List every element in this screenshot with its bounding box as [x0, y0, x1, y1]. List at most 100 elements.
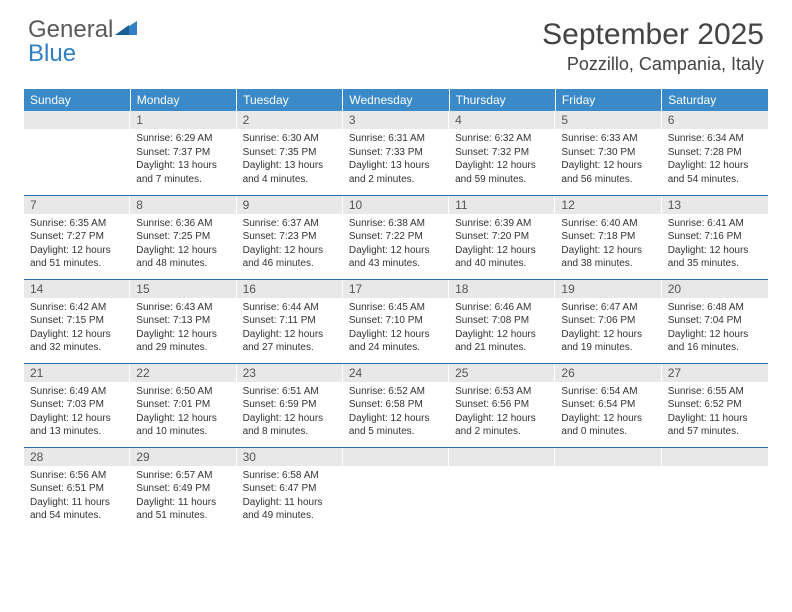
- day-cell: 26Sunrise: 6:54 AMSunset: 6:54 PMDayligh…: [555, 363, 661, 447]
- daylight-line: Daylight: 11 hours and 54 minutes.: [30, 496, 124, 523]
- day-number: 15: [130, 280, 236, 298]
- sunrise-line: Sunrise: 6:46 AM: [455, 301, 549, 315]
- day-body: Sunrise: 6:30 AMSunset: 7:35 PMDaylight:…: [237, 129, 343, 190]
- weekday-header: Friday: [555, 89, 661, 111]
- weekday-header: Tuesday: [237, 89, 343, 111]
- day-cell: 1Sunrise: 6:29 AMSunset: 7:37 PMDaylight…: [130, 111, 236, 195]
- daylight-line: Daylight: 12 hours and 51 minutes.: [30, 244, 124, 271]
- day-body: Sunrise: 6:55 AMSunset: 6:52 PMDaylight:…: [662, 382, 768, 443]
- daylight-line: Daylight: 12 hours and 13 minutes.: [30, 412, 124, 439]
- day-cell: 18Sunrise: 6:46 AMSunset: 7:08 PMDayligh…: [449, 279, 555, 363]
- day-number: 21: [24, 364, 130, 382]
- sunset-line: Sunset: 7:10 PM: [349, 314, 443, 328]
- day-number: 5: [555, 111, 661, 129]
- sunset-line: Sunset: 7:35 PM: [243, 146, 337, 160]
- calendar-row: 28Sunrise: 6:56 AMSunset: 6:51 PMDayligh…: [24, 447, 768, 531]
- day-number: 30: [237, 448, 343, 466]
- sunrise-line: Sunrise: 6:45 AM: [349, 301, 443, 315]
- daylight-line: Daylight: 12 hours and 40 minutes.: [455, 244, 549, 271]
- weekday-header: Sunday: [24, 89, 130, 111]
- calendar-table: SundayMondayTuesdayWednesdayThursdayFrid…: [24, 89, 768, 531]
- day-body: Sunrise: 6:51 AMSunset: 6:59 PMDaylight:…: [237, 382, 343, 443]
- day-cell: 2Sunrise: 6:30 AMSunset: 7:35 PMDaylight…: [237, 111, 343, 195]
- sunrise-line: Sunrise: 6:53 AM: [455, 385, 549, 399]
- daylight-line: Daylight: 13 hours and 2 minutes.: [349, 159, 443, 186]
- sunrise-line: Sunrise: 6:34 AM: [668, 132, 762, 146]
- sunrise-line: Sunrise: 6:39 AM: [455, 217, 549, 231]
- sunset-line: Sunset: 7:13 PM: [136, 314, 230, 328]
- day-number: 12: [555, 196, 661, 214]
- daylight-line: Daylight: 12 hours and 56 minutes.: [561, 159, 655, 186]
- day-cell: 22Sunrise: 6:50 AMSunset: 7:01 PMDayligh…: [130, 363, 236, 447]
- daylight-line: Daylight: 12 hours and 27 minutes.: [243, 328, 337, 355]
- daylight-line: Daylight: 11 hours and 57 minutes.: [668, 412, 762, 439]
- day-number: 8: [130, 196, 236, 214]
- day-number: 7: [24, 196, 130, 214]
- weekday-header-row: SundayMondayTuesdayWednesdayThursdayFrid…: [24, 89, 768, 111]
- sunset-line: Sunset: 7:04 PM: [668, 314, 762, 328]
- sunset-line: Sunset: 6:59 PM: [243, 398, 337, 412]
- day-body: Sunrise: 6:54 AMSunset: 6:54 PMDaylight:…: [555, 382, 661, 443]
- sunrise-line: Sunrise: 6:30 AM: [243, 132, 337, 146]
- brand-logo: General Blue: [28, 18, 137, 66]
- month-title: September 2025: [542, 18, 764, 52]
- day-body: Sunrise: 6:29 AMSunset: 7:37 PMDaylight:…: [130, 129, 236, 190]
- day-body: Sunrise: 6:36 AMSunset: 7:25 PMDaylight:…: [130, 214, 236, 275]
- daylight-line: Daylight: 12 hours and 35 minutes.: [668, 244, 762, 271]
- day-number: 27: [662, 364, 768, 382]
- sunrise-line: Sunrise: 6:58 AM: [243, 469, 337, 483]
- daylight-line: Daylight: 12 hours and 0 minutes.: [561, 412, 655, 439]
- day-cell: 19Sunrise: 6:47 AMSunset: 7:06 PMDayligh…: [555, 279, 661, 363]
- sunrise-line: Sunrise: 6:50 AM: [136, 385, 230, 399]
- day-number: [662, 448, 768, 466]
- day-cell: 7Sunrise: 6:35 AMSunset: 7:27 PMDaylight…: [24, 195, 130, 279]
- sunset-line: Sunset: 6:56 PM: [455, 398, 549, 412]
- daylight-line: Daylight: 11 hours and 51 minutes.: [136, 496, 230, 523]
- sunset-line: Sunset: 7:23 PM: [243, 230, 337, 244]
- sunrise-line: Sunrise: 6:54 AM: [561, 385, 655, 399]
- daylight-line: Daylight: 12 hours and 5 minutes.: [349, 412, 443, 439]
- day-number: 25: [449, 364, 555, 382]
- empty-cell: [24, 111, 130, 195]
- day-cell: 12Sunrise: 6:40 AMSunset: 7:18 PMDayligh…: [555, 195, 661, 279]
- day-number: [449, 448, 555, 466]
- weekday-header: Thursday: [449, 89, 555, 111]
- day-body: Sunrise: 6:56 AMSunset: 6:51 PMDaylight:…: [24, 466, 130, 527]
- sunset-line: Sunset: 7:22 PM: [349, 230, 443, 244]
- sunrise-line: Sunrise: 6:42 AM: [30, 301, 124, 315]
- daylight-line: Daylight: 12 hours and 54 minutes.: [668, 159, 762, 186]
- day-body: Sunrise: 6:38 AMSunset: 7:22 PMDaylight:…: [343, 214, 449, 275]
- day-number: 29: [130, 448, 236, 466]
- day-body: Sunrise: 6:57 AMSunset: 6:49 PMDaylight:…: [130, 466, 236, 527]
- day-body: Sunrise: 6:40 AMSunset: 7:18 PMDaylight:…: [555, 214, 661, 275]
- day-number: 17: [343, 280, 449, 298]
- day-cell: 4Sunrise: 6:32 AMSunset: 7:32 PMDaylight…: [449, 111, 555, 195]
- daylight-line: Daylight: 12 hours and 59 minutes.: [455, 159, 549, 186]
- day-number: 28: [24, 448, 130, 466]
- day-cell: 6Sunrise: 6:34 AMSunset: 7:28 PMDaylight…: [662, 111, 768, 195]
- day-cell: 3Sunrise: 6:31 AMSunset: 7:33 PMDaylight…: [343, 111, 449, 195]
- daylight-line: Daylight: 12 hours and 21 minutes.: [455, 328, 549, 355]
- daylight-line: Daylight: 13 hours and 7 minutes.: [136, 159, 230, 186]
- day-number: 10: [343, 196, 449, 214]
- sunrise-line: Sunrise: 6:56 AM: [30, 469, 124, 483]
- day-body: Sunrise: 6:58 AMSunset: 6:47 PMDaylight:…: [237, 466, 343, 527]
- empty-cell: [343, 447, 449, 531]
- day-body: Sunrise: 6:41 AMSunset: 7:16 PMDaylight:…: [662, 214, 768, 275]
- sunset-line: Sunset: 7:28 PM: [668, 146, 762, 160]
- header: General Blue September 2025 Pozzillo, Ca…: [0, 0, 792, 83]
- day-cell: 28Sunrise: 6:56 AMSunset: 6:51 PMDayligh…: [24, 447, 130, 531]
- daylight-line: Daylight: 13 hours and 4 minutes.: [243, 159, 337, 186]
- sunset-line: Sunset: 6:49 PM: [136, 482, 230, 496]
- day-cell: 10Sunrise: 6:38 AMSunset: 7:22 PMDayligh…: [343, 195, 449, 279]
- day-body: Sunrise: 6:33 AMSunset: 7:30 PMDaylight:…: [555, 129, 661, 190]
- empty-cell: [662, 447, 768, 531]
- day-body: Sunrise: 6:31 AMSunset: 7:33 PMDaylight:…: [343, 129, 449, 190]
- weekday-header: Saturday: [662, 89, 768, 111]
- location: Pozzillo, Campania, Italy: [542, 54, 764, 75]
- sunset-line: Sunset: 7:08 PM: [455, 314, 549, 328]
- calendar-row: 1Sunrise: 6:29 AMSunset: 7:37 PMDaylight…: [24, 111, 768, 195]
- sunrise-line: Sunrise: 6:33 AM: [561, 132, 655, 146]
- sunrise-line: Sunrise: 6:47 AM: [561, 301, 655, 315]
- sunrise-line: Sunrise: 6:44 AM: [243, 301, 337, 315]
